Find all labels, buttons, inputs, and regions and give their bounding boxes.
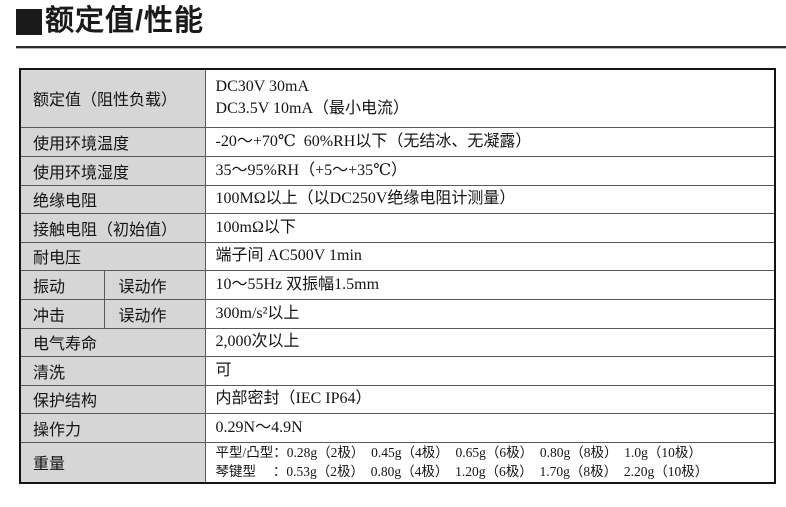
value-line: 2,000次以上 <box>215 333 300 350</box>
table-row-ambient-humidity: 使用环境湿度 35～95%RH（+5～+35℃） <box>19 155 776 186</box>
value-line: 100mΩ以下 <box>215 218 296 236</box>
value-line: 平型/凸型：0.28g（2极） 0.45g（4极） 0.65g（6极） 0.80… <box>215 445 702 461</box>
table-row-cleaning: 清洗 可 <box>19 355 776 386</box>
spec-label-cell: 绝缘电阻 <box>19 184 206 214</box>
value-line: DC3.5V 10mA（最小电流） <box>215 100 410 118</box>
spec-sublabel-cell: 误动作 <box>103 298 206 329</box>
title-divider <box>16 46 786 49</box>
table-row-shock: 冲击 误动作 300m/s²以上 <box>19 298 776 329</box>
table-row-protection-structure: 保护结构 内部密封（IEC IP64） <box>19 384 776 414</box>
table-row-contact-resistance: 接触电阻（初始值） 100mΩ以下 <box>19 212 776 243</box>
spec-value-cell: -20～+70℃ 60%RH以下（无结冰、无凝露） <box>204 126 776 157</box>
spec-label-cell: 操作力 <box>19 412 206 443</box>
spec-value-cell: 2,000次以上 <box>204 327 776 357</box>
spec-value-cell: 10～55Hz 双振幅1.5mm <box>204 269 776 300</box>
spec-value-cell: 0.29N～4.9N <box>204 412 776 443</box>
spec-value-cell: 端子间 AC500V 1min <box>204 241 776 271</box>
value-line: 100MΩ以上（以DC250V绝缘电阻计测量） <box>215 190 516 207</box>
section-header: 额定值/性能 <box>16 7 204 36</box>
value-line: 端子间 AC500V 1min <box>215 247 362 264</box>
spec-label-cell: 冲击 <box>19 298 105 329</box>
spec-label-cell: 振动 <box>19 269 105 300</box>
spec-value-cell: 平型/凸型：0.28g（2极） 0.45g（4极） 0.65g（6极） 0.80… <box>204 441 776 484</box>
table-row-ambient-temperature: 使用环境温度 -20～+70℃ 60%RH以下（无结冰、无凝露） <box>19 126 776 157</box>
table-row-withstand-voltage: 耐电压 端子间 AC500V 1min <box>19 241 776 271</box>
spec-label-cell: 额定值（阻性负载） <box>19 68 206 128</box>
value-line: -20～+70℃ 60%RH以下（无结冰、无凝露） <box>215 132 532 150</box>
spec-label-cell: 重量 <box>19 441 206 484</box>
spec-label-cell: 保护结构 <box>19 384 206 414</box>
spec-label-cell: 接触电阻（初始值） <box>19 212 206 243</box>
table-row-rated-value: 额定值（阻性负载） DC30V 30mA DC3.5V 10mA（最小电流） <box>19 68 776 128</box>
spec-value-cell: 100mΩ以下 <box>204 212 776 243</box>
black-square-icon <box>16 8 42 35</box>
spec-value-cell: 100MΩ以上（以DC250V绝缘电阻计测量） <box>204 184 776 214</box>
value-line: 内部密封（IEC IP64） <box>215 390 372 407</box>
table-row-operating-force: 操作力 0.29N～4.9N <box>19 412 776 443</box>
value-line: 可 <box>215 361 232 379</box>
value-line: DC30V 30mA <box>215 78 310 96</box>
spec-value-cell: 内部密封（IEC IP64） <box>204 384 776 414</box>
table-row-electrical-life: 电气寿命 2,000次以上 <box>19 327 776 357</box>
spec-label-cell: 清洗 <box>19 355 206 386</box>
spec-label-cell: 耐电压 <box>19 241 206 271</box>
value-line: 0.29N～4.9N <box>215 418 303 436</box>
spec-table: 额定值（阻性负载） DC30V 30mA DC3.5V 10mA（最小电流） 使… <box>19 68 776 484</box>
spec-sublabel-cell: 误动作 <box>103 269 206 300</box>
spec-label-cell: 使用环境温度 <box>19 126 206 157</box>
value-line: 10～55Hz 双振幅1.5mm <box>215 275 380 293</box>
section-title: 额定值/性能 <box>45 5 205 37</box>
spec-value-cell: 35～95%RH（+5～+35℃） <box>204 155 776 186</box>
spec-label-cell: 电气寿命 <box>19 327 206 357</box>
spec-value-cell: 300m/s²以上 <box>204 298 776 329</box>
spec-label-cell: 使用环境湿度 <box>19 155 206 186</box>
spec-value-cell: 可 <box>204 355 776 386</box>
value-line: 300m/s²以上 <box>215 304 300 322</box>
table-row-vibration: 振动 误动作 10～55Hz 双振幅1.5mm <box>19 269 776 300</box>
value-line: 35～95%RH（+5～+35℃） <box>215 161 408 179</box>
value-line: 琴键型 ：0.53g（2极） 0.80g（4极） 1.20g（6极） 1.70g… <box>215 464 709 480</box>
spec-value-cell: DC30V 30mA DC3.5V 10mA（最小电流） <box>204 68 776 128</box>
table-row-weight: 重量 平型/凸型：0.28g（2极） 0.45g（4极） 0.65g（6极） 0… <box>19 441 776 484</box>
table-row-insulation-resistance: 绝缘电阻 100MΩ以上（以DC250V绝缘电阻计测量） <box>19 184 776 214</box>
